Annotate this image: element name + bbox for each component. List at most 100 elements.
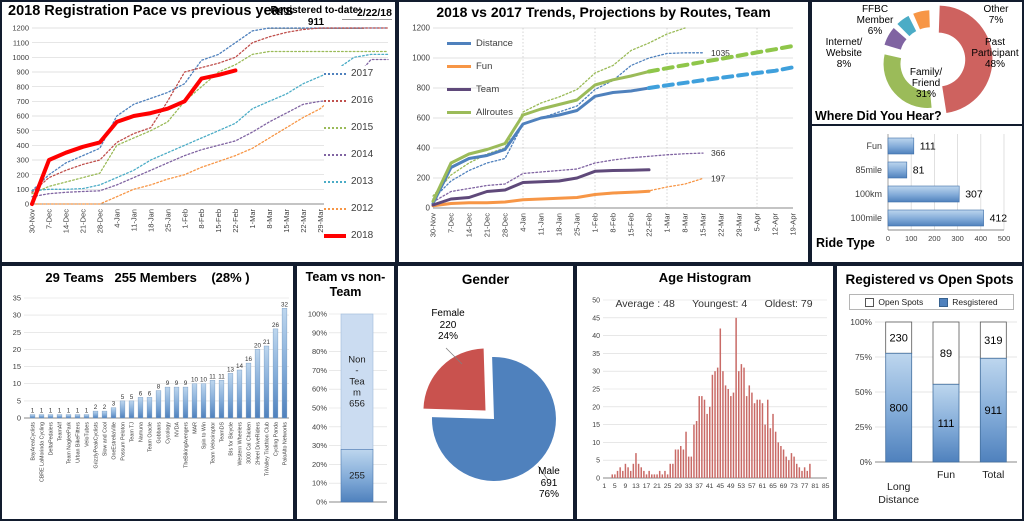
registered-vs-open-chart[interactable]: 0% 25% 50% 75% 100% 230 800 Long Distance 89 111 Fu… xyxy=(839,314,1022,519)
svg-text:255: 255 xyxy=(349,471,365,482)
svg-text:1: 1 xyxy=(602,483,606,490)
registration-pace-title: 2018 Registration Pace vs previous years xyxy=(8,3,294,19)
svg-text:307: 307 xyxy=(965,189,983,201)
svg-text:Urban BikeFitters: Urban BikeFitters xyxy=(75,422,81,463)
panel-registered-vs-open: Registered vs Open Spots Open Spots Resg… xyxy=(835,264,1024,521)
svg-text:21: 21 xyxy=(263,339,271,346)
age-stats-annotation: Average : 48 Youngest: 4 Oldest: 79 xyxy=(615,298,813,310)
legend-item-2018: 2018 xyxy=(324,230,395,241)
svg-text:22-Feb: 22-Feb xyxy=(645,213,654,237)
pace-chart-legend: 2017 2016 2015 2014 2013 2012 2018 xyxy=(324,66,395,243)
female-pct: 24% xyxy=(437,331,458,342)
male-slice-label: Male 691 76% xyxy=(524,466,573,501)
svg-text:73: 73 xyxy=(790,483,798,490)
svg-text:4-Jan: 4-Jan xyxy=(519,213,528,232)
legend-label: 2016 xyxy=(351,95,374,106)
legend-item-2016: 2016 xyxy=(324,95,395,106)
svg-text:15-Mar: 15-Mar xyxy=(699,213,708,237)
legend-item-2014: 2014 xyxy=(324,149,395,160)
legend-label: 2017 xyxy=(351,68,374,79)
panel-teams: 29 Teams 255 Members (28% ) 0 5 10 15 20 25 30… xyxy=(0,264,295,521)
svg-text:89: 89 xyxy=(940,348,952,360)
trends-projections-chart[interactable]: 0 200 400 600 800 1000 1200 30-Nov 7-Dec 14-Dec 21… xyxy=(401,20,808,262)
legend-line-swatch xyxy=(324,99,346,102)
svg-text:0: 0 xyxy=(596,476,600,483)
svg-text:Namuna: Namuna xyxy=(138,422,144,442)
svg-text:Western Wheelers: Western Wheelers xyxy=(237,422,243,466)
svg-text:197: 197 xyxy=(711,173,725,183)
reg-open-legend: Open Spots Resgistered xyxy=(849,294,1014,310)
svg-text:100%: 100% xyxy=(308,310,328,319)
svg-text:5: 5 xyxy=(17,396,21,405)
internet-pct: 8% xyxy=(836,58,852,70)
age-histogram-chart[interactable]: 0 5 10 15 20 25 30 35 40 45 50 1 5 9 13 17 21 25 29 33 37 41 4… xyxy=(579,286,833,519)
svg-text:5: 5 xyxy=(596,458,600,465)
svg-text:GrizzlyPeakCyclists: GrizzlyPeakCyclists xyxy=(93,422,99,469)
trends-title: 2018 vs 2017 Trends, Projections by Rout… xyxy=(436,4,771,20)
svg-text:29-Mar: 29-Mar xyxy=(735,213,744,237)
svg-text:30: 30 xyxy=(592,369,600,376)
svg-text:Team NagleePark: Team NagleePark xyxy=(66,422,72,464)
gender-pie-chart[interactable] xyxy=(400,292,573,519)
svg-text:500: 500 xyxy=(998,234,1011,243)
svg-text:800: 800 xyxy=(890,403,908,415)
svg-text:25-Jan: 25-Jan xyxy=(163,209,172,232)
svg-text:50: 50 xyxy=(592,298,600,305)
svg-text:900: 900 xyxy=(16,68,29,77)
legend-label: Distance xyxy=(476,38,513,49)
svg-text:Fun: Fun xyxy=(866,141,882,151)
svg-text:300: 300 xyxy=(16,156,29,165)
svg-text:1: 1 xyxy=(40,408,44,415)
svg-text:Possum Peloton: Possum Peloton xyxy=(120,422,126,461)
svg-text:BIs for Bicycle: BIs for Bicycle xyxy=(228,422,234,456)
svg-text:29-Mar: 29-Mar xyxy=(316,209,325,233)
svg-text:1000: 1000 xyxy=(12,53,29,62)
ffbc-pct: 6% xyxy=(867,25,883,37)
teams-bar-chart[interactable]: 0 5 10 15 20 25 30 35 1 BayAreaCyclists 1 CBRE LaMo… xyxy=(4,290,293,519)
past-label-text: Past Participant xyxy=(971,37,1019,59)
svg-text:21-Dec: 21-Dec xyxy=(79,209,88,233)
referral-source-donut-chart[interactable] xyxy=(812,2,1022,122)
svg-text:100: 100 xyxy=(905,234,918,243)
svg-text:70%: 70% xyxy=(312,366,327,375)
svg-text:TeamDS: TeamDS xyxy=(219,422,225,443)
svg-text:100km: 100km xyxy=(855,189,882,199)
svg-text:81: 81 xyxy=(913,165,925,177)
svg-text:800: 800 xyxy=(16,82,29,91)
female-slice-label: Female 220 24% xyxy=(420,308,476,343)
age-histogram-title: Age Histogram xyxy=(658,270,752,285)
svg-text:25: 25 xyxy=(664,483,672,490)
team-vs-nonteam-title: Team vs non-Team xyxy=(305,270,386,299)
svg-text:400: 400 xyxy=(975,234,988,243)
svg-text:6: 6 xyxy=(148,390,152,397)
team-vs-nonteam-chart[interactable]: 0% 10% 20% 30% 40% 50% 60% 70% 80% 90% 100% Non -Tea… xyxy=(299,306,394,519)
svg-text:57: 57 xyxy=(748,483,756,490)
svg-text:30-Nov: 30-Nov xyxy=(28,209,37,233)
svg-text:11: 11 xyxy=(209,373,216,380)
gender-title: Gender xyxy=(461,272,510,287)
svg-text:80%: 80% xyxy=(312,347,327,356)
svg-text:60%: 60% xyxy=(312,385,327,394)
svg-text:Gobbans: Gobbans xyxy=(156,422,162,444)
svg-text:600: 600 xyxy=(417,114,431,123)
ride-type-bar-chart[interactable]: 0 100 200 300 400 500 Fun 111 85mile 81 100km 307 10… xyxy=(812,130,1022,250)
open-spots-legend-label: Open Spots xyxy=(878,297,924,307)
svg-text:VeloTubes: VeloTubes xyxy=(84,422,90,447)
legend-item-distance: Distance xyxy=(447,38,513,49)
svg-text:600: 600 xyxy=(16,112,29,121)
svg-text:BayAreaCyclists: BayAreaCyclists xyxy=(30,422,36,461)
svg-text:200: 200 xyxy=(928,234,941,243)
legend-label: Fun xyxy=(476,61,493,72)
svg-text:28-Dec: 28-Dec xyxy=(501,213,510,237)
svg-text:111: 111 xyxy=(920,141,936,153)
svg-text:DeltaPedalers: DeltaPedalers xyxy=(48,422,54,456)
svg-text:MAR: MAR xyxy=(192,422,198,434)
svg-text:1: 1 xyxy=(58,408,62,415)
legend-item-fun: Fun xyxy=(447,61,513,72)
svg-text:8-Feb: 8-Feb xyxy=(609,213,618,233)
svg-text:Long: Long xyxy=(887,481,911,493)
svg-text:100: 100 xyxy=(16,185,29,194)
svg-text:40: 40 xyxy=(592,333,600,340)
svg-text:32: 32 xyxy=(281,301,289,308)
